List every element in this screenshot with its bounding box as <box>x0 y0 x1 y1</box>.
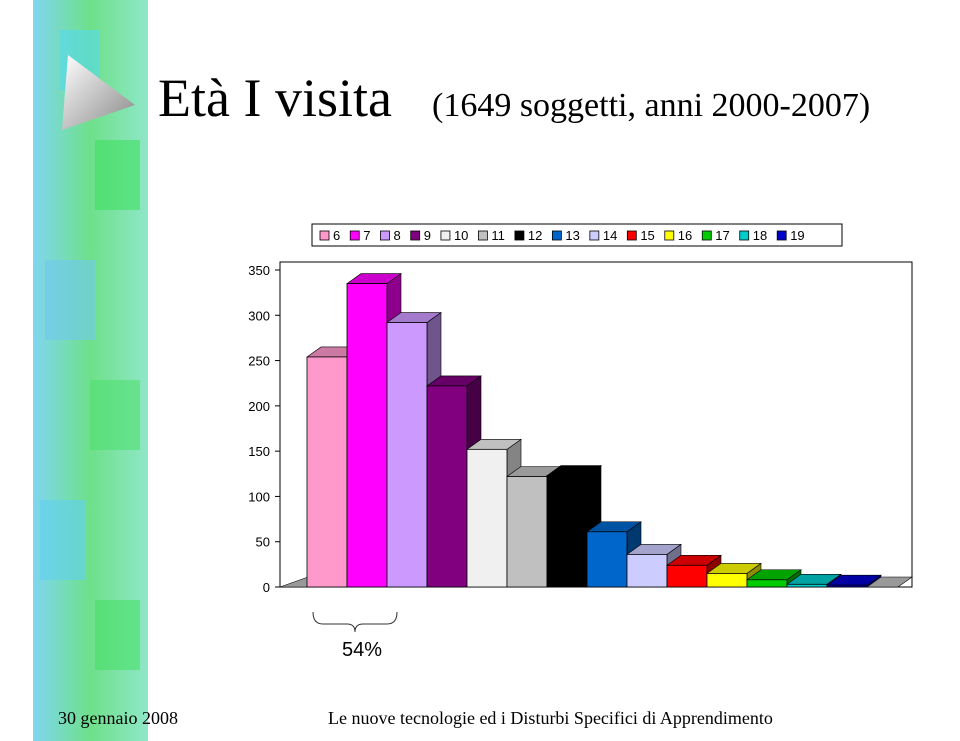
legend-swatch <box>514 230 525 241</box>
bar <box>466 448 508 588</box>
legend-swatch <box>589 230 600 241</box>
legend-swatch <box>664 230 675 241</box>
bar <box>666 564 708 588</box>
bar <box>386 322 428 588</box>
bar <box>826 584 868 588</box>
legend-label: 10 <box>454 228 468 243</box>
y-tick-label: 250 <box>248 354 270 369</box>
y-tick-label: 200 <box>248 399 270 414</box>
bar <box>706 573 748 588</box>
legend-label: 9 <box>424 228 431 243</box>
bar <box>546 475 588 588</box>
legend-label: 17 <box>715 228 729 243</box>
y-tick-label: 150 <box>248 444 270 459</box>
bar <box>586 531 628 588</box>
legend-frame <box>311 223 843 247</box>
y-tick-label: 0 <box>263 580 270 595</box>
y-tick-label: 300 <box>248 308 270 323</box>
bar <box>746 579 788 588</box>
decoration <box>33 0 148 741</box>
legend-swatch <box>701 230 712 241</box>
title: Età I visita <box>158 68 392 128</box>
footer-event: Le nuove tecnologie ed i Disturbi Specif… <box>328 708 773 728</box>
subtitle: (1649 soggetti, anni 2000-2007) <box>432 87 870 124</box>
legend-label: 7 <box>363 228 370 243</box>
legend-swatch <box>551 230 562 241</box>
footer-date: 30 gennaio 2008 <box>58 708 178 728</box>
brace <box>312 611 398 633</box>
y-tick-label: 100 <box>248 489 270 504</box>
legend-label: 11 <box>491 228 505 243</box>
y-tick-label: 350 <box>248 263 270 278</box>
legend-swatch <box>478 230 488 241</box>
legend-label: 6 <box>333 228 340 243</box>
legend-label: 8 <box>393 228 400 243</box>
legend-label: 18 <box>753 228 767 243</box>
bar <box>506 476 548 588</box>
bar <box>346 283 388 588</box>
legend-swatch <box>739 230 750 241</box>
legend-swatch <box>349 230 360 241</box>
legend-swatch <box>380 230 390 241</box>
y-tick-label: 50 <box>256 535 270 550</box>
legend-label: 12 <box>528 228 542 243</box>
legend-swatch <box>776 230 787 241</box>
bar <box>626 553 668 588</box>
legend-label: 14 <box>603 228 617 243</box>
legend-label: 16 <box>678 228 692 243</box>
annotation: 54% <box>342 639 382 661</box>
bar <box>786 583 828 588</box>
legend-label: 19 <box>790 228 804 243</box>
legend-label: 15 <box>640 228 654 243</box>
legend-swatch <box>626 230 637 241</box>
legend-label: 13 <box>565 228 579 243</box>
bar <box>426 385 468 588</box>
legend-swatch <box>319 230 330 241</box>
legend-swatch <box>440 230 451 241</box>
bar <box>306 356 348 588</box>
legend-swatch <box>410 230 421 241</box>
